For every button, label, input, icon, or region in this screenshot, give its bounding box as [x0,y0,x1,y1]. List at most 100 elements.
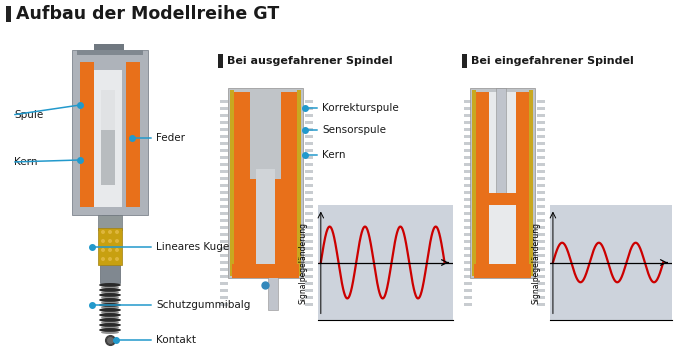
Bar [464,114,472,117]
Bar [464,119,472,121]
Bar [470,88,535,278]
Bar [220,156,228,159]
Bar [464,170,472,173]
Ellipse shape [99,323,121,327]
Bar [232,264,299,278]
Bar [464,231,472,233]
Bar [305,247,313,250]
Bar [305,280,313,282]
Ellipse shape [101,301,119,304]
Ellipse shape [115,248,119,252]
Bar [305,161,313,163]
Bar [464,203,472,205]
Bar [305,275,313,278]
Ellipse shape [108,230,112,234]
Bar [220,261,228,264]
Bar [474,92,489,274]
Bar [537,247,545,250]
Bar [537,224,545,226]
Bar [464,212,472,215]
Bar [94,44,124,50]
Ellipse shape [115,230,119,234]
Bar [220,182,228,184]
Bar [220,175,228,177]
Bar [220,301,228,303]
Bar [464,147,472,149]
Bar [100,265,120,283]
Bar [305,119,313,121]
Bar [72,50,148,215]
Bar [464,254,472,257]
Bar [220,149,228,152]
Text: Kern: Kern [14,157,37,167]
Ellipse shape [101,230,105,234]
Bar [305,191,313,194]
Bar [220,168,228,170]
Bar [220,163,228,166]
Ellipse shape [99,303,121,307]
Bar [305,100,313,103]
Bar [220,98,228,100]
Bar [220,275,228,278]
Bar [464,107,472,110]
Bar [305,198,313,201]
Bar [220,184,228,187]
Text: Signalpegeländerung: Signalpegeländerung [299,221,307,304]
Bar [464,184,472,187]
Bar [94,70,122,207]
Bar [464,112,472,114]
Bar [250,179,281,274]
Bar [305,98,313,100]
Bar [537,135,545,138]
Bar [464,219,472,222]
Bar [496,88,506,193]
Bar [305,147,313,149]
Bar [464,128,472,131]
Text: Lineares Kugellager: Lineares Kugellager [156,242,259,252]
Bar [220,119,228,121]
Bar [537,203,545,205]
Bar [220,219,228,222]
Bar [537,119,545,121]
Bar [464,247,472,250]
Bar [305,217,313,219]
Bar [537,168,545,170]
Bar [464,175,472,177]
Bar [220,238,228,240]
Bar [305,240,313,243]
Bar [268,210,278,310]
Bar [537,303,545,306]
Bar [98,215,122,230]
Bar [537,287,545,289]
Bar [256,169,275,274]
Bar [537,294,545,296]
Bar [537,245,545,247]
Bar [537,268,545,271]
Bar [305,212,313,215]
Ellipse shape [101,239,105,243]
Bar [464,98,472,100]
Bar [537,196,545,198]
Bar [464,142,472,145]
Ellipse shape [101,257,105,261]
Bar [305,294,313,296]
Bar [464,126,472,128]
Bar [305,163,313,166]
Bar [537,105,545,107]
Bar [98,228,122,265]
Bar [220,161,228,163]
Bar [305,126,313,128]
Bar [305,140,313,142]
Bar [305,261,313,264]
Bar [464,233,472,236]
Bar [305,205,313,208]
Bar [537,112,545,114]
Bar [537,252,545,254]
Bar [464,268,472,271]
Ellipse shape [99,298,121,302]
Bar [220,273,228,275]
Bar [464,191,472,194]
Bar [220,142,228,145]
Bar [220,287,228,289]
Bar [220,128,228,131]
